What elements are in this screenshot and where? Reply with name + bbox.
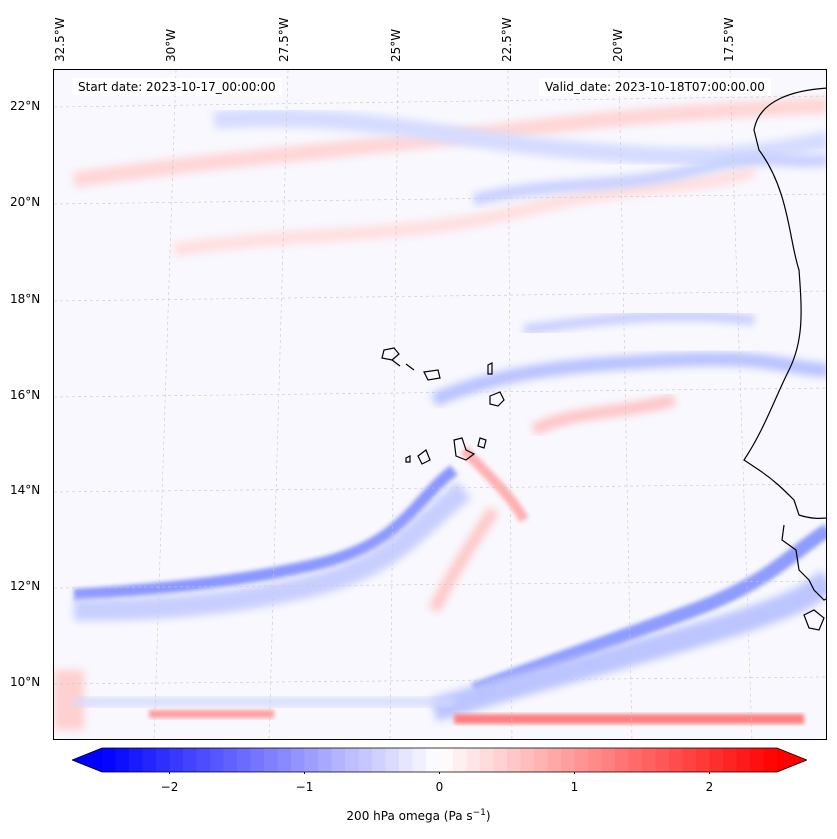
colorbar-segment [561, 748, 575, 772]
lat-label: 12°N [10, 579, 41, 593]
valid-date-label: Valid_date: 2023-10-18T07:00:00.00 [539, 78, 771, 96]
colorbar-extend-max [777, 748, 807, 772]
colorbar-segment [169, 748, 184, 772]
lon-label: 30°W [164, 28, 178, 62]
colorbar-segment [156, 748, 170, 772]
lon-label: 27.5°W [277, 17, 291, 62]
colorbar-segment [574, 748, 589, 772]
colorbar-extend-min [72, 748, 102, 772]
colorbar-segment [331, 748, 346, 772]
field-features [54, 97, 826, 730]
colorbar-segment [426, 748, 440, 772]
colorbar-segment [655, 748, 670, 772]
colorbar-segment [709, 748, 724, 772]
colorbar-segment [723, 748, 737, 772]
colorbar-outline [72, 747, 807, 773]
colorbar-segment [318, 748, 332, 772]
lat-label: 22°N [10, 99, 41, 113]
colorbar-segment [750, 748, 764, 772]
lat-label: 10°N [10, 675, 41, 689]
colorbar-segment [372, 748, 386, 772]
gridlines [54, 70, 826, 739]
colorbar-segment [399, 748, 413, 772]
colorbar-segment [345, 748, 359, 772]
colorbar-segment [237, 748, 251, 772]
colorbar-segment [439, 748, 454, 772]
lon-label: 22.5°W [500, 17, 514, 62]
colorbar-tick-label: 2 [705, 780, 714, 794]
colorbar-segment [507, 748, 521, 772]
colorbar-segment [291, 748, 305, 772]
colorbar-segment [601, 748, 616, 772]
colorbar-segment [358, 748, 373, 772]
colorbar-segment [412, 748, 427, 772]
colorbar-segment [493, 748, 508, 772]
lat-label: 14°N [10, 483, 41, 497]
colorbar-segment [628, 748, 643, 772]
colorbar-segment [210, 748, 224, 772]
lon-label: 25°W [389, 28, 403, 62]
colorbar-segment [588, 748, 602, 772]
colorbar-segment [183, 748, 197, 772]
colorbar-tick-label: 1 [570, 780, 579, 794]
colorbar-tick-label: −2 [160, 780, 179, 794]
colorbar [72, 747, 807, 774]
colorbar-segment [196, 748, 211, 772]
colorbar-segment [520, 748, 535, 772]
coastlines [381, 87, 826, 631]
colorbar-label: 200 hPa omega (Pa s−1) [346, 808, 491, 823]
colorbar-segment [534, 748, 548, 772]
colorbar-segment [480, 748, 494, 772]
lon-label: 20°W [611, 28, 625, 62]
colorbar-tick-label: −1 [295, 780, 314, 794]
colorbar-segment [547, 748, 562, 772]
colorbar-segment [277, 748, 292, 772]
colorbar-segment [615, 748, 629, 772]
colorbar-segment [466, 748, 481, 772]
colorbar-segment [385, 748, 400, 772]
colorbar-segment [682, 748, 697, 772]
lon-label: 32.5°W [53, 17, 67, 62]
map-panel [53, 69, 827, 740]
colorbar-segment [696, 748, 710, 772]
colorbar-segment [115, 748, 130, 772]
lon-label: 17.5°W [722, 17, 736, 62]
colorbar-segment [763, 748, 778, 772]
colorbar-segment [642, 748, 656, 772]
colorbar-segment [129, 748, 143, 772]
colorbar-segment [264, 748, 278, 772]
colorbar-tick-label: 0 [435, 780, 444, 794]
colorbar-segment [736, 748, 751, 772]
lat-label: 16°N [10, 388, 41, 402]
colorbar-segment [669, 748, 683, 772]
colorbar-segment [223, 748, 238, 772]
omega-field-map [54, 70, 826, 739]
lat-label: 18°N [10, 292, 41, 306]
lat-label: 20°N [10, 195, 41, 209]
colorbar-segment [304, 748, 319, 772]
colorbar-segment [142, 748, 157, 772]
colorbar-segment [250, 748, 265, 772]
colorbar-segment [453, 748, 467, 772]
colorbar-segment [102, 748, 116, 772]
start-date-label: Start date: 2023-10-17_00:00:00 [72, 78, 282, 96]
